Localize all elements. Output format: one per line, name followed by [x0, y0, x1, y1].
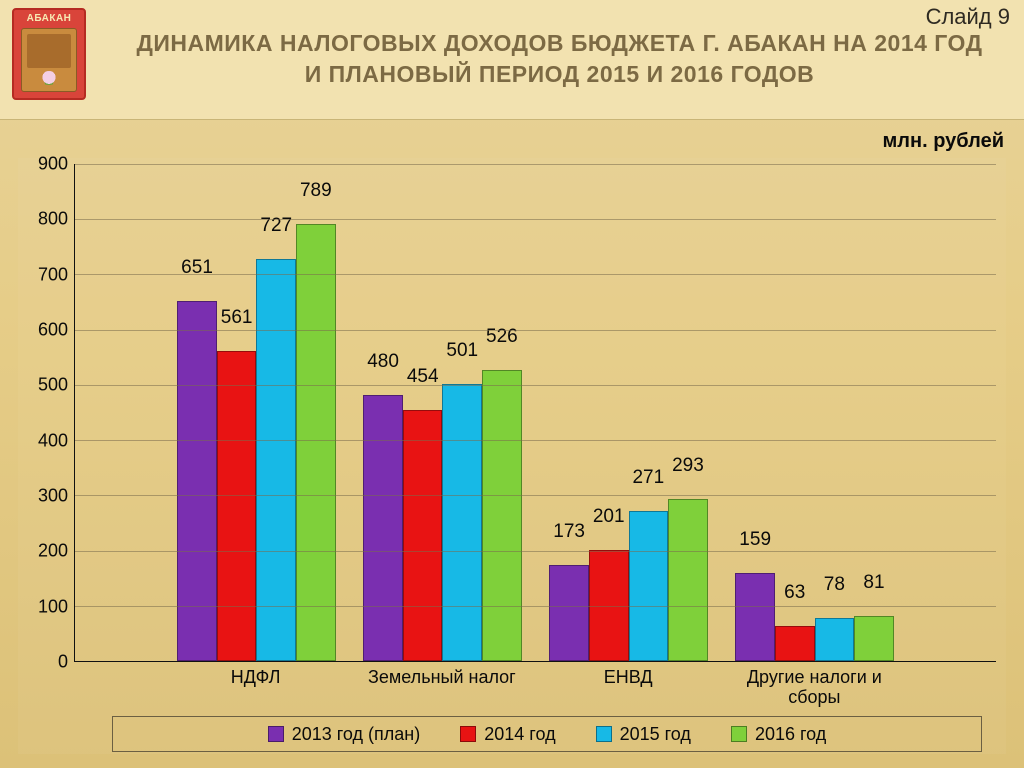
y-tick-label: 0 [24, 652, 68, 673]
bars-layer: 6515617277894804545015261732012712931596… [75, 164, 996, 661]
bar-value-label: 561 [221, 307, 253, 329]
bar-value-label: 78 [824, 574, 845, 596]
bar [217, 351, 257, 661]
bar-value-label: 293 [672, 455, 704, 477]
bar-value-label: 651 [181, 257, 213, 279]
bar-value-label: 63 [784, 582, 805, 604]
bar [735, 573, 775, 661]
y-tick-label: 100 [24, 596, 68, 617]
y-tick-label: 400 [24, 430, 68, 451]
y-tick-label: 300 [24, 486, 68, 507]
y-tick-label: 800 [24, 209, 68, 230]
slide-number: Слайд 9 [926, 4, 1010, 30]
title-line1: ДИНАМИКА НАЛОГОВЫХ ДОХОДОВ БЮДЖЕТА г. АБ… [115, 30, 1004, 57]
legend-item: 2014 год [460, 724, 555, 745]
legend-item: 2015 год [596, 724, 691, 745]
bar [815, 618, 855, 661]
bar-value-label: 81 [863, 572, 884, 594]
gridline [75, 440, 996, 441]
title-line2: И ПЛАНОВЫЙ ПЕРИОД 2015 И 2016 ГОДОВ [115, 61, 1004, 88]
bar [482, 370, 522, 661]
legend-swatch [596, 726, 612, 742]
bar-value-label: 201 [593, 506, 625, 528]
bar [296, 224, 336, 661]
bar-value-label: 271 [632, 467, 664, 489]
y-tick-label: 200 [24, 541, 68, 562]
bar [403, 410, 443, 661]
category-label: НДФЛ [231, 668, 281, 688]
legend-swatch [731, 726, 747, 742]
bar-value-label: 501 [446, 340, 478, 362]
category-label: ЕНВД [604, 668, 653, 688]
bar [854, 616, 894, 661]
bar-value-label: 789 [300, 180, 332, 202]
bar [629, 511, 669, 661]
y-tick-label: 700 [24, 264, 68, 285]
legend-label: 2015 год [620, 724, 691, 745]
gridline [75, 551, 996, 552]
category-label: Земельный налог [368, 668, 516, 688]
legend: 2013 год (план) 2014 год 2015 год 2016 год [112, 716, 982, 752]
bar [177, 301, 217, 661]
y-tick-label: 900 [24, 154, 68, 175]
plot-region: 6515617277894804545015261732012712931596… [74, 164, 996, 662]
gridline [75, 606, 996, 607]
city-emblem: АБАКАН [12, 8, 86, 100]
bar [256, 259, 296, 661]
legend-label: 2013 год (план) [292, 724, 421, 745]
bar-value-label: 173 [553, 521, 585, 543]
gridline [75, 274, 996, 275]
gridline [75, 385, 996, 386]
gridline [75, 164, 996, 165]
gridline [75, 495, 996, 496]
bar [442, 384, 482, 661]
legend-label: 2016 год [755, 724, 826, 745]
page-title: ДИНАМИКА НАЛОГОВЫХ ДОХОДОВ БЮДЖЕТА г. АБ… [115, 30, 1004, 88]
y-tick-label: 500 [24, 375, 68, 396]
gridline [75, 330, 996, 331]
bar-value-label: 159 [739, 529, 771, 551]
gridline [75, 219, 996, 220]
unit-label: млн. рублей [883, 130, 1004, 153]
legend-item: 2013 год (план) [268, 724, 421, 745]
legend-swatch [268, 726, 284, 742]
emblem-shield [21, 28, 77, 92]
category-label: Другие налоги и сборы [747, 668, 882, 708]
bar [549, 565, 589, 661]
y-tick-label: 600 [24, 320, 68, 341]
bar [668, 499, 708, 661]
emblem-text: АБАКАН [27, 13, 72, 24]
bar [775, 626, 815, 661]
legend-item: 2016 год [731, 724, 826, 745]
bar-value-label: 480 [367, 351, 399, 373]
legend-label: 2014 год [484, 724, 555, 745]
legend-swatch [460, 726, 476, 742]
chart-area: 6515617277894804545015261732012712931596… [18, 158, 1006, 754]
bar-value-label: 727 [260, 215, 292, 237]
bar [363, 395, 403, 661]
